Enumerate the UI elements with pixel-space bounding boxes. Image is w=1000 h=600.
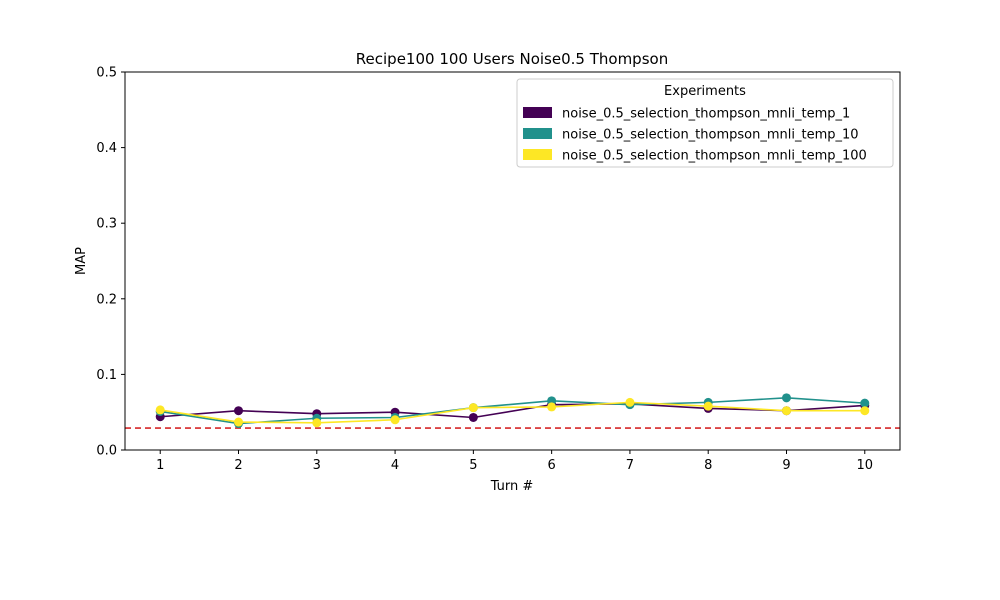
y-tick-label: 0.5 [96, 66, 117, 81]
data-point [468, 412, 478, 422]
legend-label: noise_0.5_selection_thompson_mnli_temp_1… [562, 128, 859, 143]
data-point [234, 406, 244, 416]
legend: Experiments noise_0.5_selection_thompson_… [516, 78, 894, 168]
series-line-3 [160, 401, 865, 424]
x-tick-label: 6 [548, 458, 556, 473]
y-tick-label: 0.1 [96, 368, 117, 383]
data-point [703, 401, 713, 411]
x-tick-label: 4 [391, 458, 399, 473]
data-point [781, 406, 791, 416]
data-point [312, 418, 322, 428]
x-tick-label: 2 [234, 458, 242, 473]
data-point [860, 398, 870, 408]
data-point [860, 406, 870, 416]
data-point [155, 405, 165, 415]
legend-swatch [523, 128, 552, 139]
x-tick-label: 1 [156, 458, 164, 473]
legend-label: noise_0.5_selection_thompson_mnli_temp_1… [562, 149, 867, 164]
data-point [625, 397, 635, 407]
plot-frame [124, 71, 901, 451]
series-line-2 [160, 397, 865, 425]
x-tick-label: 5 [469, 458, 477, 473]
y-tick-label: 0.0 [96, 444, 117, 459]
chart-title: Recipe100 100 Users Noise0.5 Thompson [356, 50, 668, 68]
y-tick-label: 0.4 [96, 141, 117, 156]
y-tick-label: 0.2 [96, 292, 117, 307]
data-point [390, 415, 400, 425]
legend-swatch [523, 107, 552, 118]
data-point [234, 417, 244, 427]
y-axis-label: MAP [74, 247, 89, 275]
axis-ticks: 1 2 3 4 5 6 7 8 9 10 0.0 0.1 0.2 0.3 0.4 0.5 [96, 66, 873, 474]
data-point [547, 402, 557, 412]
x-tick-label: 3 [313, 458, 321, 473]
legend-swatch [523, 149, 552, 160]
x-tick-label: 10 [856, 458, 873, 473]
legend-label: noise_0.5_selection_thompson_mnli_temp_1 [562, 107, 850, 122]
x-tick-label: 9 [782, 458, 790, 473]
data-point [468, 403, 478, 413]
plot-area [125, 393, 900, 429]
y-tick-label: 0.3 [96, 217, 117, 232]
legend-title: Experiments [664, 84, 746, 99]
legend-box [516, 78, 894, 168]
x-axis-label: Turn # [490, 479, 534, 494]
x-tick-label: 8 [704, 458, 712, 473]
data-point [781, 393, 791, 403]
x-tick-label: 7 [626, 458, 634, 473]
series-line-1 [160, 403, 865, 419]
